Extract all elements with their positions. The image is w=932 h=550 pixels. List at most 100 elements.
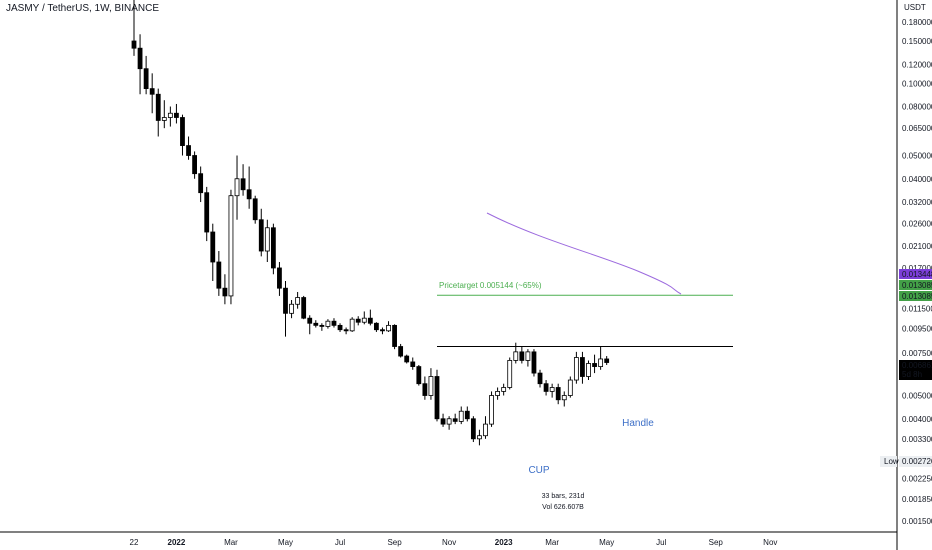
cup-label: CUP xyxy=(528,465,549,476)
candle xyxy=(258,208,264,257)
candle-body xyxy=(331,320,337,326)
candle-body xyxy=(434,376,440,420)
candle-body xyxy=(252,198,258,221)
candle-body xyxy=(380,329,385,332)
candle-body xyxy=(386,324,391,332)
candle-body xyxy=(452,418,458,422)
candle-body xyxy=(549,387,555,392)
candle xyxy=(501,383,507,396)
candle xyxy=(586,360,591,381)
candle xyxy=(301,295,307,320)
x-tick-label: Sep xyxy=(387,538,402,547)
candle-body xyxy=(343,329,349,332)
candle-body xyxy=(234,178,240,197)
price-target-label: Pricetarget 0.005144 (~65%) xyxy=(439,281,542,290)
candle-body xyxy=(277,267,282,289)
candle xyxy=(180,114,185,156)
candle-body xyxy=(283,287,288,314)
candle xyxy=(319,323,325,331)
candle-body xyxy=(543,383,549,392)
candle xyxy=(313,320,319,328)
candle xyxy=(392,324,397,350)
candle xyxy=(489,391,494,427)
candle xyxy=(289,300,294,319)
candle-body xyxy=(143,68,149,90)
candle-body xyxy=(301,297,307,319)
candle xyxy=(186,136,191,160)
candle xyxy=(519,346,525,364)
candle xyxy=(604,356,610,366)
candle xyxy=(174,103,179,124)
current-price-tag: 0.006861 5d 8h xyxy=(899,360,932,380)
candle xyxy=(161,100,167,129)
candle xyxy=(155,88,161,137)
candle-body xyxy=(507,360,513,388)
x-axis-ticks: 22 2022 Mar May Jul Sep Nov 2023 Mar May Jul Sep Nov xyxy=(130,538,778,547)
candle xyxy=(234,155,240,220)
candle xyxy=(307,315,313,335)
candle-body xyxy=(289,303,294,314)
candle-body xyxy=(222,287,228,297)
candle-body xyxy=(519,351,525,361)
candle-body xyxy=(573,357,579,381)
candle xyxy=(477,429,482,446)
candle-body xyxy=(161,117,167,121)
candle-body xyxy=(525,351,531,361)
current-price-text: 0.006861 xyxy=(902,361,932,370)
candle xyxy=(398,343,404,358)
candle-body xyxy=(458,410,464,422)
candle xyxy=(561,391,567,407)
trend-curve xyxy=(486,212,682,295)
candle xyxy=(283,281,288,337)
candle xyxy=(592,354,597,374)
candle-body xyxy=(240,178,246,191)
candle xyxy=(246,166,252,209)
candle xyxy=(458,406,464,425)
candle xyxy=(192,151,198,179)
candle-body xyxy=(307,317,313,324)
candle-body xyxy=(174,112,179,118)
candle xyxy=(452,413,458,425)
candle-body xyxy=(555,387,561,401)
candle xyxy=(380,327,385,335)
candle xyxy=(361,311,367,325)
candle-body xyxy=(349,318,355,332)
candle xyxy=(464,406,470,422)
candle-body xyxy=(325,320,331,327)
x-tick-label: Sep xyxy=(709,538,724,547)
x-tick-label: Nov xyxy=(442,538,456,547)
y-tick-label: 0.001500 xyxy=(902,517,932,526)
low-word-text: Low xyxy=(884,457,899,466)
candle-body xyxy=(446,418,452,425)
candle-body xyxy=(477,435,482,440)
price-tag-purple: 0.013448 xyxy=(899,269,932,279)
candle-body xyxy=(246,189,252,200)
candle-body xyxy=(228,195,234,297)
candle xyxy=(567,376,573,398)
candle xyxy=(131,0,137,56)
candle xyxy=(167,106,173,127)
candle-body xyxy=(210,231,216,263)
candle-body xyxy=(367,317,373,324)
candle-body xyxy=(483,423,488,437)
candle xyxy=(537,369,543,388)
candle-body xyxy=(561,395,567,401)
candle xyxy=(349,317,355,332)
candle-body xyxy=(155,93,161,121)
candle xyxy=(137,34,143,95)
price-unit-label: USDT xyxy=(904,3,926,12)
candle xyxy=(210,223,216,282)
candle-body xyxy=(428,376,434,396)
candle xyxy=(446,416,452,430)
x-tick-label: May xyxy=(599,538,614,547)
